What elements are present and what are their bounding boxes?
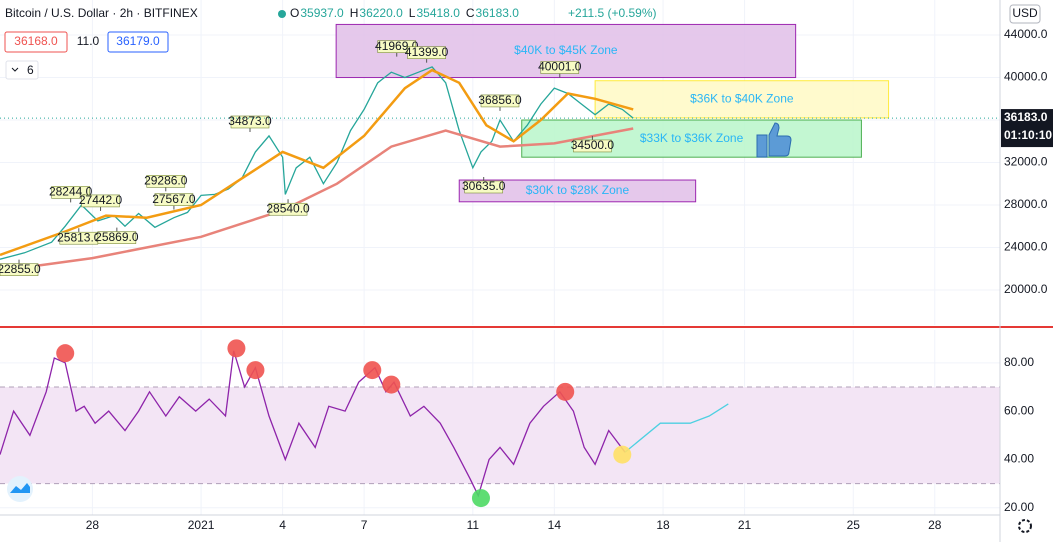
x-tick-label: 21	[738, 518, 752, 532]
y-tick-label: 80.00	[1004, 355, 1034, 369]
y-tick-label: 40.00	[1004, 452, 1034, 466]
x-tick-label: 4	[279, 518, 286, 532]
annotation-label: 29286.0	[144, 173, 188, 187]
last-price-box	[1001, 109, 1053, 148]
bid-badge[interactable]	[4, 31, 68, 53]
x-tick-label: 25	[847, 518, 861, 532]
annotation-box	[97, 231, 137, 244]
annotation-label: 41399.0	[405, 45, 449, 59]
annotation-box	[0, 263, 39, 276]
annotation-label: 30635.0	[462, 179, 506, 193]
y-tick-label: 60.00	[1004, 403, 1034, 417]
spread: 11.0	[77, 34, 100, 48]
annotation-label: 22855.0	[0, 262, 41, 276]
annotation-box	[480, 94, 520, 108]
series-line	[624, 403, 729, 453]
series-line	[0, 350, 626, 498]
y-tick-label: 20.00	[1004, 500, 1034, 514]
ohlc-value: 36220.0	[359, 6, 403, 20]
marker	[613, 445, 632, 464]
y-tick-label: 44000.0	[1004, 27, 1048, 41]
thumbs-up-icon	[756, 122, 792, 158]
annotation-box	[407, 46, 446, 59]
collapse-button[interactable]	[5, 60, 39, 80]
zone	[458, 179, 697, 203]
annotation-box	[81, 194, 120, 208]
ohlc-value: 35937.0	[300, 6, 344, 20]
logo-mark	[10, 483, 30, 493]
annotation-label: 27567.0	[152, 192, 196, 206]
ohlc-value: 36183.0	[476, 6, 520, 20]
change: +211.5 (+0.59%)	[568, 6, 657, 20]
annotation-label: 27442.0	[79, 193, 123, 207]
annotation-box	[230, 115, 270, 129]
chevron-icon	[11, 67, 19, 72]
symbol-title: Bitcoin / U.S. Dollar · 2h · BITFINEX	[5, 6, 198, 20]
annotation-box	[154, 193, 194, 206]
marker	[227, 339, 246, 358]
y-tick-label: 32000.0	[1004, 155, 1048, 169]
x-tick-label: 2021	[188, 518, 215, 532]
marker	[246, 361, 265, 380]
ohlc-key: H	[350, 6, 359, 20]
x-tick-label: 28	[86, 518, 100, 532]
x-tick-label: 14	[548, 518, 562, 532]
zone-label: $30K to $28K Zone	[526, 183, 630, 197]
x-tick-label: 18	[656, 518, 670, 532]
annotation-box	[51, 186, 90, 199]
annotation-label: 25869.0	[95, 230, 139, 244]
series-line	[0, 127, 634, 273]
ohlc-value: 35418.0	[416, 6, 460, 20]
annotation-box	[464, 180, 503, 194]
marker	[471, 489, 490, 508]
y-tick-label: 20000.0	[1004, 282, 1048, 296]
annotation-label: 36856.0	[478, 93, 522, 107]
countdown: 01:10:10	[1004, 128, 1052, 142]
bid: 36168.0	[14, 34, 58, 48]
zone-label: $33K to $36K Zone	[640, 131, 744, 145]
marker	[382, 375, 401, 394]
x-tick-label: 28	[928, 518, 942, 532]
zone	[594, 80, 890, 119]
currency: USD	[1012, 6, 1038, 20]
marker	[363, 361, 382, 380]
x-tick-label: 11	[467, 518, 480, 532]
y-tick-label: 28000.0	[1004, 197, 1048, 211]
logo[interactable]	[7, 476, 33, 502]
annotation-label: 25813.0	[57, 230, 101, 244]
y-tick-label: 40000.0	[1004, 70, 1048, 84]
annotation-label: 40001.0	[538, 60, 582, 74]
status-dot	[278, 10, 286, 18]
series-line	[0, 68, 634, 257]
ohlc-key: L	[409, 6, 416, 20]
last-price: 36183.0	[1004, 110, 1048, 124]
annotation-box	[268, 202, 308, 216]
annotation-label: 28540.0	[266, 201, 310, 215]
annotation-label: 34500.0	[571, 138, 615, 152]
indicator-count: 6	[27, 63, 34, 77]
y-tick-label: 24000.0	[1004, 240, 1048, 254]
settings-icon[interactable]	[1018, 519, 1032, 533]
marker	[56, 344, 75, 363]
ohlc-key: C	[466, 6, 475, 20]
ask: 36179.0	[116, 34, 160, 48]
currency-button[interactable]	[1009, 4, 1041, 24]
zone-label: $36K to $40K Zone	[690, 91, 794, 105]
zone-label: $40K to $45K Zone	[514, 43, 618, 57]
ohlc-key: O	[290, 6, 299, 20]
rsi-band	[0, 386, 1000, 484]
annotation-box	[540, 61, 580, 74]
ask-badge[interactable]	[107, 31, 169, 53]
annotation-label: 34873.0	[228, 114, 272, 128]
marker	[556, 382, 575, 401]
annotation-box	[146, 175, 186, 188]
annotation-box	[573, 139, 612, 153]
x-tick-label: 7	[361, 518, 368, 532]
